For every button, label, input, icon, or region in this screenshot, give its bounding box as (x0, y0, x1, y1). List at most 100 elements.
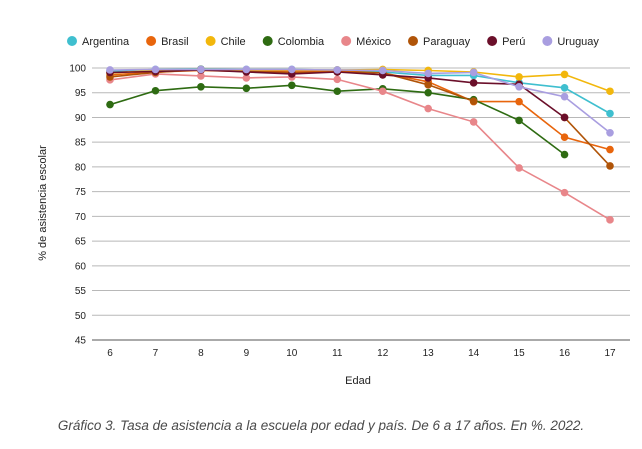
x-axis-ticks: 6 7 8 9 10 11 12 13 14 15 16 17 (107, 348, 616, 359)
legend-label: Perú (502, 36, 525, 48)
legend-marker (408, 36, 418, 46)
chart-caption: Gráfico 3. Tasa de asistencia a la escue… (57, 418, 585, 433)
data-point (151, 65, 160, 74)
data-point (606, 87, 614, 96)
data-point (469, 68, 478, 77)
data-point (560, 150, 569, 159)
data-point (378, 66, 387, 75)
legend: Argentina Brasil Chile Colombia México Paragu… (67, 36, 599, 48)
series-line (109, 68, 611, 134)
series-group (106, 65, 614, 137)
x-tick-label: 13 (423, 348, 435, 359)
data-point (378, 87, 387, 96)
x-tick-label: 17 (604, 348, 616, 359)
data-point (515, 82, 523, 91)
x-tick-label: 15 (514, 348, 526, 359)
y-tick-label: 90 (75, 113, 87, 124)
data-point (515, 164, 523, 172)
y-tick-label: 60 (75, 261, 87, 272)
data-point (424, 88, 432, 97)
y-tick-label: 70 (75, 212, 87, 223)
y-tick-label: 85 (75, 138, 87, 149)
series-lines (106, 65, 614, 224)
legend-marker (262, 36, 273, 46)
x-axis-title: Edad (345, 375, 371, 387)
series-line (109, 73, 611, 221)
data-point (469, 97, 478, 105)
data-point (106, 100, 114, 109)
data-point (242, 84, 251, 93)
series-line (109, 69, 611, 151)
data-point (515, 73, 523, 81)
data-point (560, 70, 569, 79)
y-axis-title: % de asistencia escolar (37, 145, 49, 261)
y-tick-label: 95 (75, 88, 87, 99)
legend-label: Paraguay (423, 36, 471, 48)
legend-item: Perú (487, 36, 525, 48)
legend-marker (542, 36, 553, 46)
data-point (606, 145, 614, 154)
legend-label: Chile (221, 36, 246, 48)
data-point (197, 72, 205, 80)
legend-marker (67, 36, 77, 46)
data-point (288, 65, 296, 74)
data-point (242, 65, 251, 74)
data-point (606, 109, 614, 118)
data-point (151, 86, 160, 95)
legend-label: México (356, 36, 391, 48)
y-tick-label: 75 (75, 187, 87, 198)
data-point (197, 82, 205, 91)
legend-item: México (341, 36, 391, 48)
data-point (560, 188, 569, 197)
x-tick-label: 7 (153, 348, 159, 359)
data-point (424, 81, 432, 89)
legend-item: Paraguay (408, 36, 471, 48)
data-point (606, 128, 614, 137)
data-point (333, 75, 342, 84)
data-point (515, 116, 523, 125)
y-tick-label: 55 (75, 286, 87, 297)
data-point (424, 69, 432, 78)
legend-item: Brasil (146, 36, 189, 48)
x-tick-label: 10 (286, 348, 298, 359)
x-tick-label: 16 (559, 348, 571, 359)
legend-item: Uruguay (542, 36, 599, 48)
data-point (469, 79, 478, 87)
data-point (424, 104, 432, 113)
y-tick-label: 50 (75, 311, 87, 322)
legend-marker (487, 36, 498, 46)
data-point (560, 92, 569, 101)
gridlines (92, 67, 630, 341)
x-tick-label: 11 (332, 348, 343, 359)
data-point (515, 97, 523, 106)
legend-marker (205, 36, 216, 46)
legend-item: Chile (205, 36, 246, 48)
legend-label: Brasil (161, 36, 189, 48)
legend-label: Uruguay (557, 36, 599, 48)
x-tick-label: 9 (244, 348, 250, 359)
data-point (560, 83, 569, 92)
legend-marker (146, 36, 157, 46)
data-point (288, 81, 296, 90)
x-tick-label: 14 (468, 348, 480, 359)
data-point (606, 162, 614, 170)
data-point (333, 66, 342, 74)
y-tick-label: 65 (75, 237, 87, 248)
legend-label: Colombia (278, 36, 325, 48)
data-point (560, 133, 569, 142)
data-point (106, 66, 114, 74)
x-tick-label: 12 (377, 348, 389, 359)
legend-item: Argentina (67, 36, 130, 48)
y-tick-label: 100 (69, 64, 86, 75)
x-tick-label: 6 (107, 348, 113, 359)
x-tick-label: 8 (198, 348, 204, 359)
y-tick-label: 80 (75, 162, 87, 173)
data-point (560, 113, 569, 122)
series-group (106, 66, 614, 154)
data-point (197, 65, 205, 74)
line-chart: Argentina Brasil Chile Colombia México Paragu… (37, 36, 630, 387)
data-point (606, 216, 614, 224)
data-point (469, 118, 478, 126)
y-tick-label: 45 (75, 336, 87, 347)
y-axis-ticks: 45 50 55 60 65 70 75 80 85 90 95 100 (69, 64, 86, 347)
